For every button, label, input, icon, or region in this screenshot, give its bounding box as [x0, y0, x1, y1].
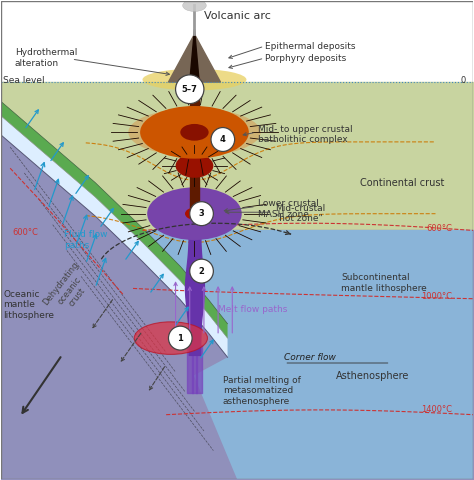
Ellipse shape — [134, 322, 208, 354]
Text: 3: 3 — [199, 209, 204, 218]
Ellipse shape — [140, 106, 249, 158]
Text: 2: 2 — [199, 266, 204, 276]
Polygon shape — [0, 101, 228, 338]
Circle shape — [211, 128, 235, 152]
Text: Porphyry deposits: Porphyry deposits — [265, 54, 346, 62]
Text: Lower crustal
MASH zone: Lower crustal MASH zone — [258, 199, 319, 218]
Circle shape — [190, 202, 213, 226]
Polygon shape — [168, 34, 220, 82]
Polygon shape — [133, 230, 474, 480]
Text: Volcanic arc: Volcanic arc — [203, 11, 271, 21]
Text: 1: 1 — [177, 334, 183, 343]
Text: Asthenosphere: Asthenosphere — [336, 372, 410, 382]
Text: Partial melting of
metasomatized
asthenosphere: Partial melting of metasomatized astheno… — [223, 376, 301, 406]
Text: 1000°C: 1000°C — [421, 292, 452, 301]
Polygon shape — [0, 116, 228, 357]
Text: Melt flow paths: Melt flow paths — [218, 305, 287, 314]
Text: 600°C: 600°C — [12, 228, 38, 237]
Ellipse shape — [175, 154, 213, 178]
Text: 0: 0 — [460, 76, 465, 85]
Text: Epithermal deposits: Epithermal deposits — [265, 42, 356, 51]
Ellipse shape — [143, 69, 246, 90]
Ellipse shape — [189, 75, 201, 84]
Text: Mid-crustal
"hot zone": Mid-crustal "hot zone" — [275, 204, 325, 223]
Ellipse shape — [180, 124, 209, 141]
Circle shape — [175, 75, 204, 104]
Ellipse shape — [182, 0, 206, 12]
Text: 1400°C: 1400°C — [421, 406, 452, 414]
Text: Corner flow: Corner flow — [284, 353, 336, 362]
Text: Hydrothermal
alteration: Hydrothermal alteration — [15, 48, 77, 68]
Text: Oceanic
mantle
lithosphere: Oceanic mantle lithosphere — [3, 290, 54, 320]
Circle shape — [168, 326, 192, 350]
Polygon shape — [0, 135, 228, 480]
Circle shape — [190, 259, 213, 283]
Ellipse shape — [128, 108, 261, 156]
Polygon shape — [190, 29, 199, 82]
Text: Continental crust: Continental crust — [360, 178, 444, 188]
Ellipse shape — [147, 187, 242, 240]
Text: 5–7: 5–7 — [182, 85, 198, 94]
Text: 4: 4 — [220, 135, 226, 144]
Text: 600°C: 600°C — [426, 225, 452, 233]
Text: Dehydrating
oceanic
crust: Dehydrating oceanic crust — [41, 260, 97, 320]
Text: Subcontinental
mantle lithosphere: Subcontinental mantle lithosphere — [341, 274, 427, 293]
Text: Sea level: Sea level — [3, 76, 45, 85]
Text: Fluid flow
paths: Fluid flow paths — [64, 230, 108, 250]
Text: Mid- to upper crustal
batholithic complex: Mid- to upper crustal batholithic comple… — [258, 125, 353, 144]
Ellipse shape — [185, 208, 204, 220]
